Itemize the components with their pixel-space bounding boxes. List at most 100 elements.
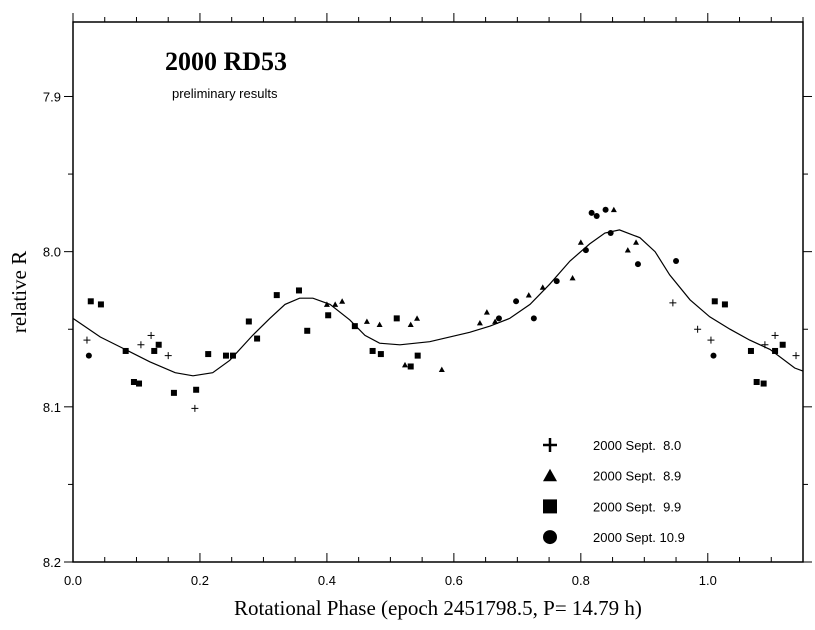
square-data-point [369,347,376,354]
square-data-point [325,312,332,319]
square-data-point [351,323,358,330]
triangle-data-point [610,206,617,213]
plus-data-point [694,325,702,333]
square-data-point [273,292,280,299]
legend: 2000 Sept. 8.0 2000 Sept. 8.9 2000 Sept. 9… [543,438,685,545]
circle-data-point [513,298,520,305]
plus-data-point [191,404,199,412]
triangle-data-point [476,320,483,326]
plus-data-point [761,341,769,349]
x-tick-label: 1.0 [699,573,717,588]
x-tick-label: 0.6 [445,573,463,588]
y-tick-label: 8.1 [43,400,61,415]
triangle-data-point [577,239,584,245]
triangle-data-point [339,298,346,304]
square-data-point [377,351,384,358]
plus-data-point [792,352,800,360]
triangle-data-point [539,284,546,290]
triangle-data-point [363,318,370,324]
legend-plus-icon [543,438,557,452]
triangle-data-point [323,301,330,307]
square-data-point [130,379,137,385]
square-data-point [193,386,200,393]
plus-data-point [771,331,779,339]
circle-data-point [607,230,614,237]
triangle-data-point [569,275,576,281]
square-data-point [772,347,779,354]
square-data-point [229,352,236,359]
x-tick-label: 0.8 [572,573,590,588]
legend-label: 2000 Sept. 9.9 [593,499,681,514]
legend-label: 2000 Sept. 8.0 [593,438,681,453]
x-tick-label: 0.0 [64,573,82,588]
legend-circle-icon [543,530,557,545]
circle-data-point [582,247,589,254]
x-tick-label: 0.4 [318,573,336,588]
circle-data-point [553,278,560,285]
square-data-point [760,380,767,387]
square-data-point [779,341,786,348]
plus-data-point [669,299,677,307]
triangle-data-point [407,321,414,327]
triangle-data-point [492,318,499,324]
square-data-point [254,335,261,342]
y-tick-label: 8.2 [43,555,61,570]
y-tick-label: 7.9 [43,89,61,104]
legend-triangle-icon [543,468,557,482]
square-data-point [122,347,129,354]
square-data-point [151,347,158,354]
axis-ticks: 0.0 0.2 0.4 0.6 0.8 1.0 7.9 8.0 8.1 8.2 [43,13,812,588]
triangle-data-point [401,361,408,368]
circle-data-point [634,261,641,268]
square-data-point [414,352,421,359]
y-axis-title: relative R [7,251,31,333]
plot-frame [72,21,804,563]
square-data-point [170,389,177,396]
legend-square-icon [543,499,557,514]
triangle-data-point [525,292,532,298]
plus-data-point [147,331,155,339]
legend-label: 2000 Sept. 8.9 [593,469,681,484]
circle-data-point [593,212,600,219]
triangle-data-point [483,309,490,315]
fit-curve-layer [72,229,804,377]
square-data-point [304,327,311,334]
circle-data-point [673,257,680,264]
chart-title: 2000 RD53 [165,47,287,76]
circle-data-point [602,206,609,213]
square-data-point [295,287,302,294]
square-data-point [753,379,760,385]
plus-data-point [137,341,145,349]
square-data-point [97,301,104,308]
legend-label: 2000 Sept. 10.9 [593,530,685,545]
triangle-data-point [332,301,339,307]
square-data-point [87,298,94,305]
square-data-point [393,315,400,322]
triangle-data-point [414,315,421,321]
plus-data-point [164,352,172,360]
square-data-point [407,363,414,370]
y-tick-label: 8.0 [43,245,61,260]
circle-data-point [495,315,502,322]
data-points-layer [83,206,800,412]
triangle-data-point [376,321,383,327]
square-data-point [205,351,212,358]
square-data-point [711,298,718,305]
plus-data-point [707,336,715,344]
x-tick-label: 0.2 [191,573,209,588]
circle-data-point [588,209,595,216]
square-data-point [136,380,143,387]
triangle-data-point [633,239,640,245]
square-data-point [155,341,162,348]
circle-data-point [710,352,717,359]
triangle-data-point [438,366,445,372]
square-data-point [721,301,728,308]
triangle-data-point [624,247,631,253]
plus-data-point [83,336,91,344]
x-axis-title: Rotational Phase (epoch 2451798.5, P= 14… [234,596,642,620]
circle-data-point [85,352,92,359]
circle-data-point [530,315,537,322]
fit-curve-line [72,229,804,377]
square-data-point [245,318,252,325]
